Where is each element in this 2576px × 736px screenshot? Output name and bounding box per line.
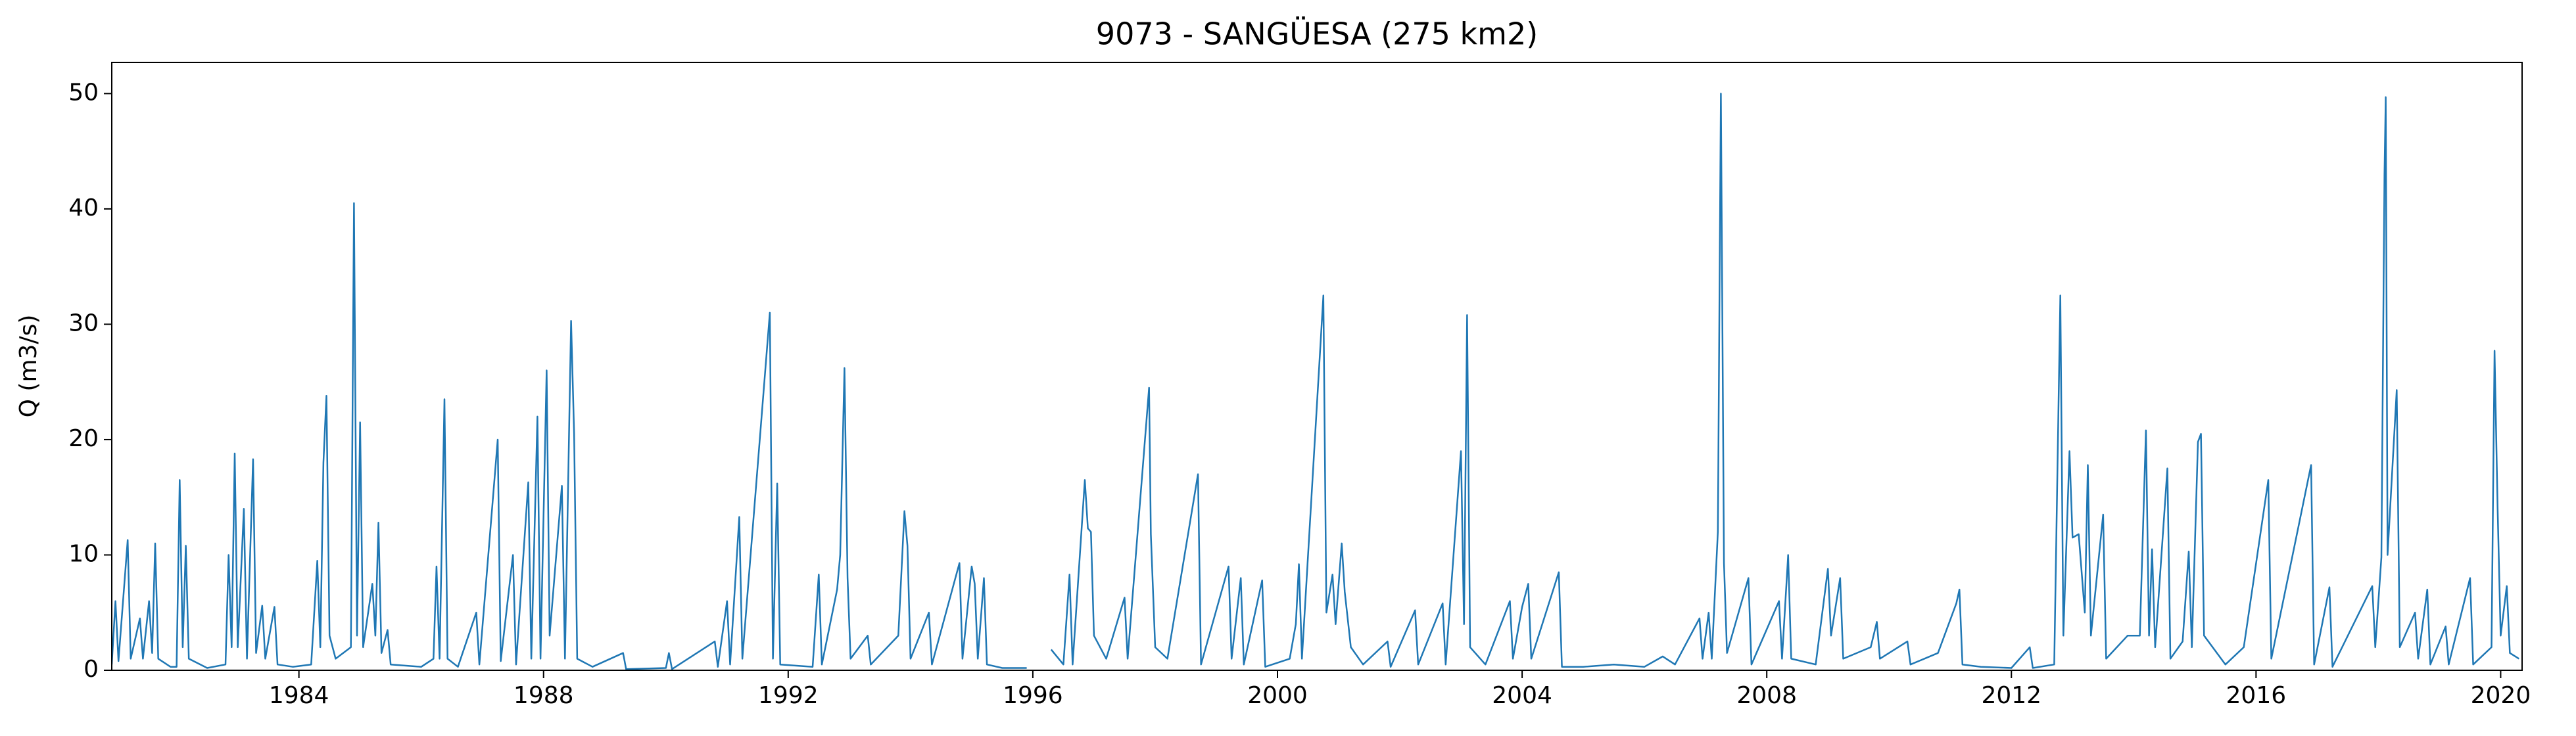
x-tick-label: 2004 [1492, 682, 1552, 709]
x-tick-label: 1992 [758, 682, 819, 709]
plot-frame [111, 62, 2523, 671]
y-tick-label: 40 [68, 195, 99, 221]
x-tick-label: 2020 [2471, 682, 2531, 709]
x-tick-label: 2000 [1247, 682, 1308, 709]
x-tick-label: 2012 [1981, 682, 2041, 709]
y-tick-label: 30 [68, 310, 99, 336]
x-tick-label: 1984 [269, 682, 329, 709]
y-tick-label: 50 [68, 79, 99, 106]
flow-line [112, 93, 2519, 670]
x-tick-label: 2008 [1736, 682, 1797, 709]
x-tick-label: 2016 [2226, 682, 2287, 709]
y-axis-label: Q (m3/s) [15, 315, 42, 418]
chart-title: 9073 - SANGÜESA (275 km2) [1096, 16, 1538, 52]
x-tick-label: 1996 [1003, 682, 1063, 709]
y-tick-label: 20 [68, 425, 99, 452]
y-tick-label: 10 [68, 540, 99, 567]
y-tick-label: 0 [83, 656, 99, 683]
x-tick-label: 1988 [513, 682, 574, 709]
